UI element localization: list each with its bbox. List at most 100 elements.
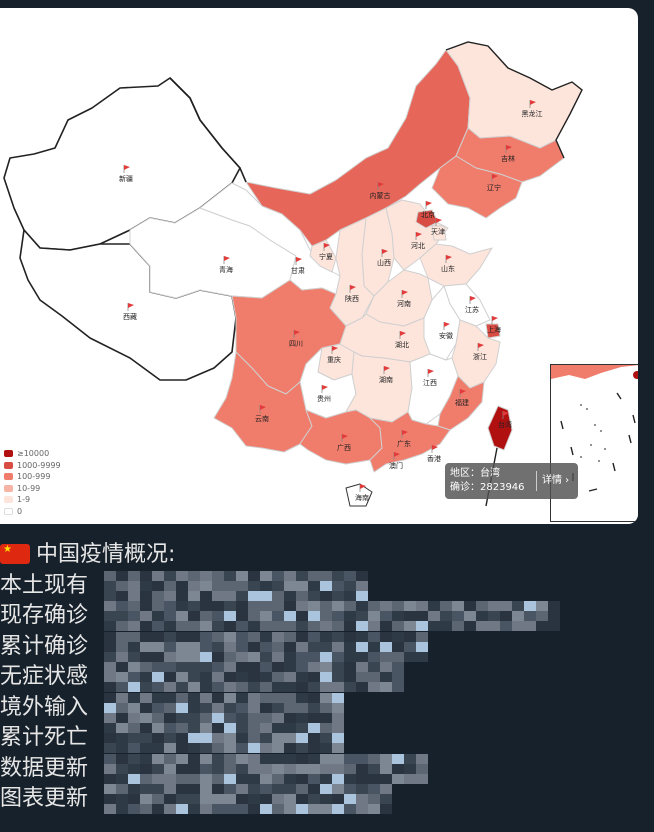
legend-item[interactable]: ≥10000 [4,448,61,460]
summary-row-label: 数据更新 [0,755,89,781]
province-marker[interactable]: 西藏 [123,303,137,321]
legend-item[interactable]: 1-9 [4,494,61,506]
province-marker[interactable]: 福建 [455,389,469,407]
flag-pin-icon [506,145,512,150]
summary-heading: 中国疫情概况: [36,542,176,567]
province-marker[interactable]: 海南 [355,484,369,502]
province-marker[interactable]: 陕西 [345,285,359,303]
province-label: 北京 [421,210,435,219]
province-marker[interactable]: 重庆 [327,346,341,364]
summary-row: 本土现有 [0,570,368,602]
province-label: 天津 [431,228,445,236]
legend-item[interactable]: 0 [4,506,61,518]
flag-pin-icon [324,243,330,248]
province-marker[interactable]: 内蒙古 [370,182,391,200]
province-marker[interactable]: 湖北 [395,331,409,349]
province-marker[interactable]: 青海 [219,256,233,274]
province-marker[interactable]: 甘肃 [291,257,305,275]
flag-pin-icon [444,322,450,327]
province-marker[interactable]: 吉林 [501,145,515,163]
region-beijing[interactable] [415,209,439,229]
province-label: 上海 [487,325,501,334]
legend-swatch [4,473,13,481]
legend-label: 0 [17,506,23,516]
province-label: 辽宁 [487,183,501,192]
flag-pin-icon [492,174,498,179]
summary-row: 累计死亡 [0,723,344,754]
province-marker[interactable]: 江苏 [465,296,479,314]
region-tianjin[interactable] [431,225,447,241]
province-marker[interactable]: 宁夏 [319,243,333,261]
flag-pin-icon [260,405,266,410]
province-label: 湖南 [379,375,393,384]
legend-label: 10-99 [17,483,41,493]
province-marker[interactable]: 辽宁 [487,174,501,192]
summary-heading-line: 中国疫情概况: [0,540,175,571]
region-shaanxi[interactable] [329,217,375,327]
region-shanghai[interactable] [485,323,501,339]
province-marker[interactable]: 河北 [411,232,425,250]
province-marker[interactable]: 黑龙江 [522,100,543,118]
region-hainan[interactable] [345,483,373,507]
flag-pin-icon [402,290,408,295]
flag-pin-icon [446,255,452,260]
province-marker[interactable]: 云南 [255,405,269,423]
summary-row-label: 图表更新 [0,786,89,811]
flag-pin-icon [384,366,390,371]
province-marker[interactable]: 河南 [397,290,411,308]
province-marker[interactable]: 澳门 [389,452,403,470]
flag-pin-icon [530,100,536,105]
province-label: 内蒙古 [370,191,391,200]
tooltip-confirmed: 确诊：2823946 [450,482,525,493]
province-marker[interactable]: 北京 [421,201,435,219]
province-marker[interactable]: 新疆 [119,165,133,183]
province-marker[interactable]: 江西 [423,369,437,387]
redacted-value [104,692,344,723]
province-marker[interactable]: 上海 [487,316,501,334]
province-label: 贵州 [317,394,331,403]
province-marker[interactable]: 天津 [431,218,445,236]
region-yunnan[interactable] [213,351,313,453]
region-liaoning[interactable] [431,155,523,219]
region-guangdong[interactable] [369,411,451,473]
map-legend: ≥10000 1000-9999 100-999 10-99 1-9 0 [4,448,61,517]
province-label: 青海 [219,265,233,274]
province-marker[interactable]: 山西 [377,249,391,267]
flag-pin-icon [470,296,476,301]
province-label: 浙江 [473,352,487,361]
province-marker[interactable]: 四川 [289,330,303,348]
legend-swatch [4,496,13,504]
flag-pin-icon [332,346,338,351]
province-marker[interactable]: 广东 [397,430,411,448]
tooltip-detail-button[interactable]: 详情 › [542,475,570,486]
province-marker[interactable]: 广西 [337,434,351,452]
region-shandong[interactable] [419,243,493,287]
legend-item[interactable]: 1000-9999 [4,460,61,472]
redacted-value [104,753,428,784]
province-marker[interactable]: 香港 [427,445,441,463]
province-label: 云南 [255,414,269,423]
flag-pin-icon [294,330,300,335]
flag-pin-icon [400,331,406,336]
map-tooltip: 地区：台湾 确诊：2823946 详情 › [445,463,578,499]
flag-pin-icon [350,285,356,290]
legend-item[interactable]: 10-99 [4,483,61,495]
province-marker[interactable]: 浙江 [473,343,487,361]
legend-item[interactable]: 100-999 [4,471,61,483]
summary-row: 累计确诊 [0,631,428,663]
flag-pin-icon [394,452,400,457]
flag-pin-icon [492,316,498,321]
province-marker[interactable]: 贵州 [317,385,331,403]
province-marker[interactable]: 湖南 [379,366,393,384]
province-marker[interactable]: 山东 [441,255,455,273]
flag-pin-icon [128,303,134,308]
region-taiwan[interactable] [487,405,513,451]
province-label: 台湾 [498,420,512,429]
province-marker[interactable]: 安徽 [439,322,453,340]
region-fujian[interactable] [437,375,485,431]
china-flag-icon [0,544,30,564]
province-marker[interactable]: 台湾 [498,411,512,429]
flag-pin-icon [124,165,130,170]
province-label: 山东 [441,264,455,273]
flag-pin-icon [478,343,484,348]
